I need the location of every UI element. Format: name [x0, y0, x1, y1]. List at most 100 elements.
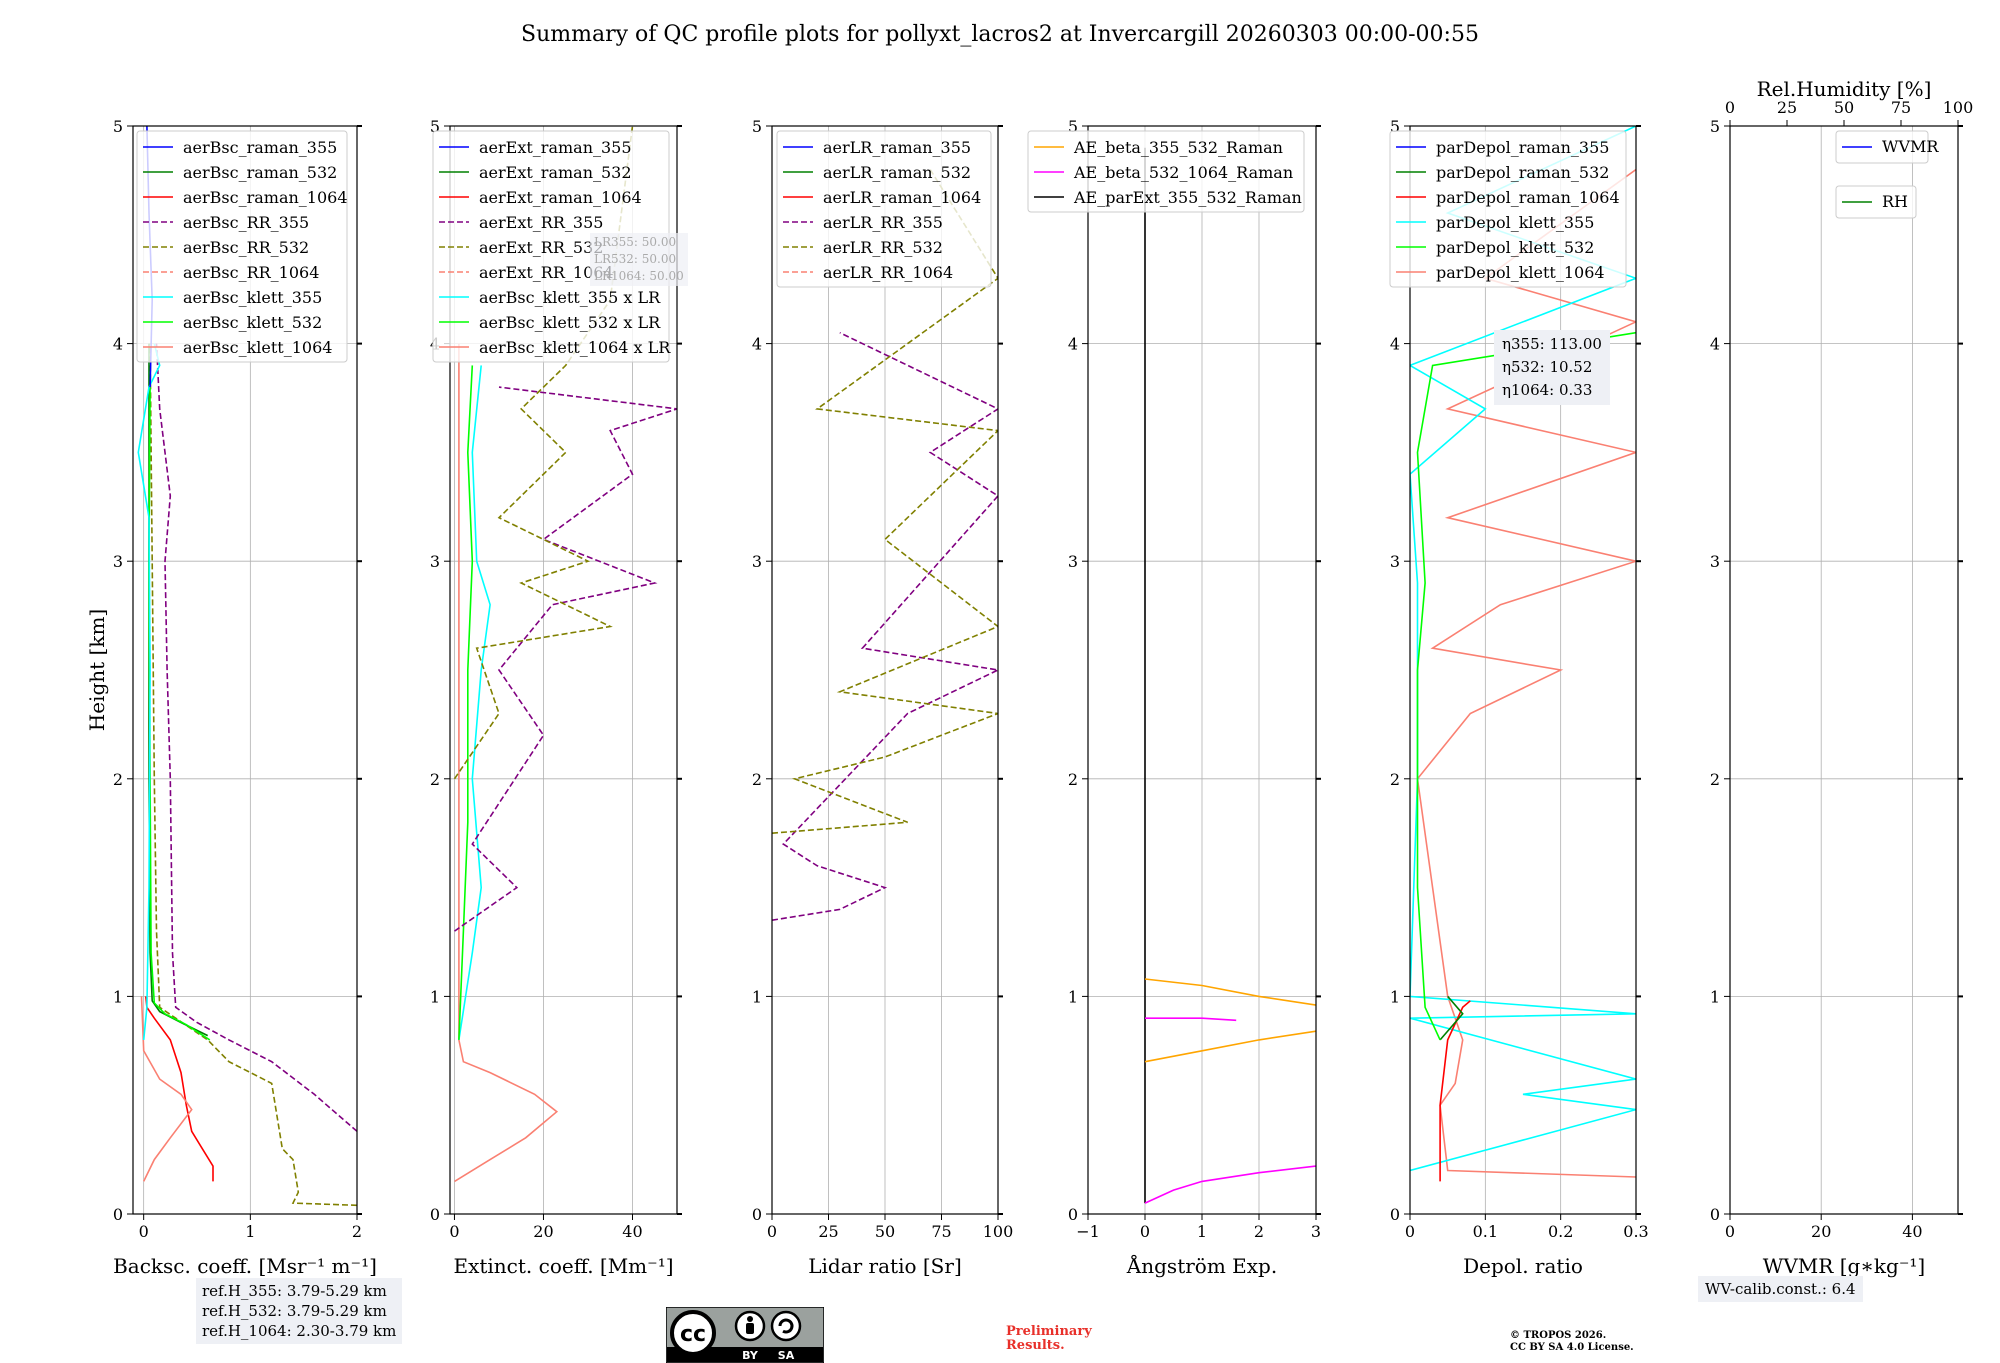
legend-label: aerBsc_klett_1064 x LR — [479, 338, 671, 357]
legend: aerBsc_raman_355 aerBsc_raman_532 aerBsc_r… — [136, 130, 348, 363]
cc-license-badge: cc BY SA — [666, 1307, 824, 1363]
legend-label: aerBsc_klett_532 x LR — [479, 313, 661, 332]
legend-label: aerBsc_raman_355 — [183, 138, 337, 157]
legend-label: parDepol_klett_355 — [1436, 213, 1594, 232]
eta-box: η355: 113.00 η532: 10.52 η1064: 0.33 — [1494, 330, 1610, 405]
series-line-1 — [772, 331, 998, 921]
y-tick-label: 4 — [1390, 335, 1400, 354]
lr-1064: LR1064: 50.00 — [594, 269, 684, 283]
series-line-5 — [148, 343, 209, 1037]
y-tick-label: 5 — [1068, 117, 1078, 136]
x-tick-label: 0 — [449, 1222, 459, 1241]
legend-label: aerLR_RR_532 — [823, 238, 943, 257]
series-line-5 — [453, 126, 634, 780]
y-tick-label: 4 — [1068, 335, 1078, 354]
series-line-2 — [458, 365, 491, 1041]
legend-label: aerExt_raman_532 — [479, 163, 632, 182]
legend-label: aerExt_RR_1064 — [479, 263, 614, 282]
y-tick-label: 5 — [1390, 117, 1400, 136]
legend-label: aerExt_RR_532 — [479, 238, 603, 257]
x-tick-label: 40 — [622, 1222, 642, 1241]
top-x-tick-label: 0 — [1725, 98, 1735, 117]
x-tick-label: 75 — [931, 1222, 951, 1241]
legend-label: aerBsc_klett_355 x LR — [479, 288, 661, 307]
y-tick-label: 3 — [430, 552, 440, 571]
legend-label: aerBsc_raman_1064 — [183, 188, 348, 207]
y-tick-label: 1 — [113, 987, 123, 1006]
y-tick-label: 0 — [1710, 1205, 1720, 1224]
lr-532: LR532: 50.00 — [594, 252, 677, 266]
series-line-2 — [772, 169, 998, 834]
series-line-3 — [1439, 1000, 1471, 1182]
eta-1064: η1064: 0.33 — [1502, 381, 1593, 399]
legend-label: RH — [1882, 192, 1908, 211]
legend-label: aerBsc_raman_532 — [183, 163, 337, 182]
series-line-1 — [1416, 168, 1636, 1178]
series-line-4 — [140, 996, 193, 1182]
y-tick-label: 2 — [113, 770, 123, 789]
top-x-tick-label: 75 — [1891, 98, 1911, 117]
figure-title: Summary of QC profile plots for pollyxt_… — [521, 22, 1479, 47]
legend-frame — [136, 130, 348, 363]
legend-label: parDepol_raman_532 — [1436, 163, 1609, 182]
legend-label: parDepol_raman_355 — [1436, 138, 1609, 157]
x-axis-label: Depol. ratio — [1463, 1254, 1583, 1278]
axes-frame — [1729, 125, 1959, 1215]
x-tick-label: 0.3 — [1623, 1222, 1648, 1241]
x-tick-label: 50 — [875, 1222, 895, 1241]
legend-label: aerBsc_klett_355 — [183, 288, 322, 307]
legend-label: aerBsc_RR_355 — [183, 213, 309, 232]
y-axis-label: Height [km] — [85, 609, 109, 731]
y-tick-label: 1 — [1710, 987, 1720, 1006]
x-tick-label: 0 — [1140, 1222, 1150, 1241]
cc-by-label: BY — [742, 1349, 759, 1362]
copyright-line-2: CC BY SA 4.0 License. — [1510, 1342, 1634, 1353]
legend-label: aerBsc_klett_1064 — [183, 338, 332, 357]
series-group — [1410, 126, 1636, 1182]
y-tick-label: 3 — [1068, 552, 1078, 571]
y-tick-label: 3 — [1710, 552, 1720, 571]
legend-frame — [1835, 185, 1917, 219]
y-tick-label: 3 — [752, 552, 762, 571]
legend-label: aerLR_raman_355 — [823, 138, 971, 157]
preliminary-line-1: Preliminary — [1006, 1324, 1092, 1339]
x-axis-label: Backsc. coeff. [Msr⁻¹ m⁻¹] — [113, 1254, 377, 1278]
y-tick-label: 0 — [430, 1205, 440, 1224]
series-line-4 — [454, 386, 677, 932]
legend-label: aerExt_raman_1064 — [479, 188, 642, 207]
y-tick-label: 4 — [752, 335, 762, 354]
series-line-5 — [1416, 331, 1636, 1041]
legend: parDepol_raman_355 parDepol_raman_532 parD… — [1389, 130, 1627, 288]
legend: AE_beta_355_532_Raman AE_beta_532_1064_Ra… — [1027, 130, 1305, 213]
legend-frame — [1835, 130, 1929, 164]
series-line-1 — [454, 343, 559, 1183]
x-tick-label: 25 — [818, 1222, 838, 1241]
legend-label: aerLR_RR_1064 — [823, 263, 953, 282]
series-line-2 — [1144, 978, 1316, 1006]
panel-3: 0 25 50 75 100 0 1 2 3 4 5 Lidar ratio [Sr] aerLR_ra… — [752, 117, 1013, 1278]
y-tick-label: 3 — [1390, 552, 1400, 571]
x-tick-label: 3 — [1311, 1222, 1321, 1241]
y-tick-label: 3 — [113, 552, 123, 571]
panel-6: 0 20 40 0 1 2 3 4 5 WVMR [g∗kg⁻¹] 0 25 50 75 100 Rel.Hu… — [1710, 77, 1973, 1278]
sa-icon — [778, 1318, 794, 1334]
series-group — [453, 126, 677, 1183]
y-tick-label: 0 — [1390, 1205, 1400, 1224]
x-tick-label: 0 — [1405, 1222, 1415, 1241]
x-tick-label: 0 — [767, 1222, 777, 1241]
legend-label: WVMR — [1882, 137, 1939, 156]
x-tick-label: 0 — [139, 1222, 149, 1241]
series-line-3 — [145, 996, 214, 1182]
copyright-line-1: © TROPOS 2026. — [1510, 1330, 1607, 1341]
series-line-4 — [1145, 1017, 1237, 1022]
eta-355: η355: 113.00 — [1502, 335, 1602, 353]
x-tick-label: 0 — [1725, 1222, 1735, 1241]
y-tick-label: 1 — [430, 987, 440, 1006]
series-line-2 — [149, 343, 357, 1207]
cc-sa-label: SA — [778, 1349, 795, 1362]
legend-frame — [1389, 130, 1627, 288]
lidar-ratio-box: LR355: 50.00 LR532: 50.00 LR1064: 50.00 — [590, 233, 688, 286]
y-tick-label: 5 — [752, 117, 762, 136]
legend-label: aerBsc_RR_532 — [183, 238, 309, 257]
